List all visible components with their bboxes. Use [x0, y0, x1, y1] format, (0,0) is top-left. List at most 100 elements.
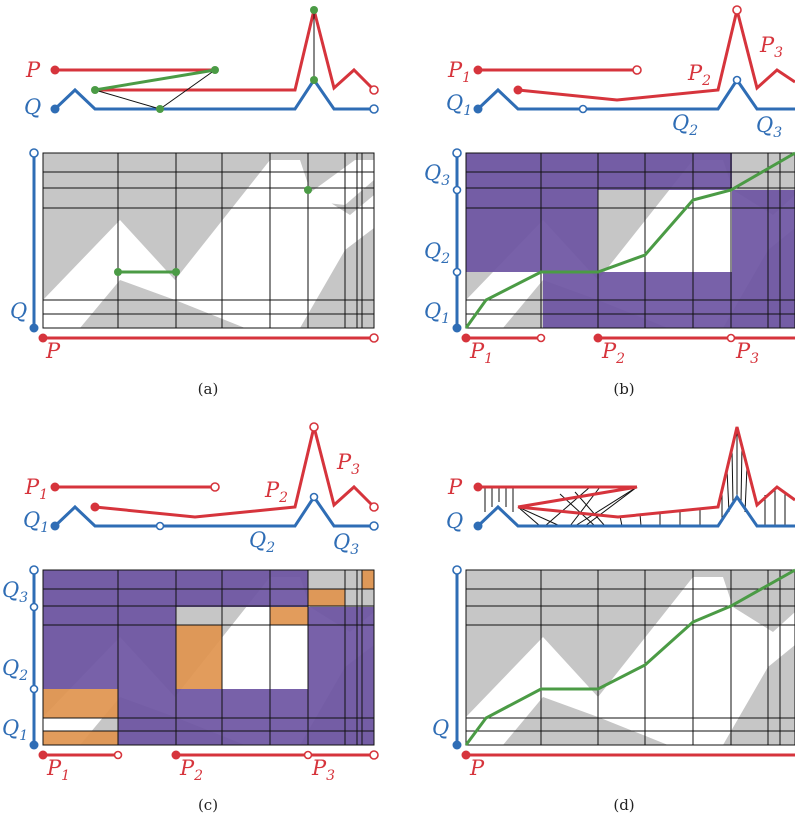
- curve-q-start-point: [473, 521, 483, 531]
- axis-q-start-point: [452, 740, 462, 750]
- curve-p-second-part: [95, 9, 376, 92]
- axis-p-start-point: [38, 333, 48, 343]
- caption-d: (d): [613, 796, 634, 814]
- curve-q-start-point: [50, 521, 60, 531]
- axis-label-p3: P3: [311, 756, 335, 784]
- blocked-region: [43, 607, 176, 689]
- axis-label-q1: Q1: [2, 716, 28, 744]
- blocked-region: [732, 190, 795, 272]
- curve-q: [476, 494, 795, 528]
- label-q2: Q2: [672, 111, 698, 139]
- axis-label-p2: P2: [179, 756, 203, 784]
- free-space-diagram-d: [464, 568, 795, 746]
- green-point: [310, 76, 318, 84]
- curves-c: P1 P2 P3 Q1 Q2 Q3: [23, 422, 379, 558]
- free-space-white-region: [43, 160, 374, 328]
- axis-q-end-point: [452, 565, 462, 575]
- caption-a: (a): [198, 380, 219, 398]
- curve-p3: [735, 9, 795, 91]
- curve-p2-start-point: [90, 502, 100, 512]
- curve-q-breakpoint: [155, 521, 165, 531]
- curve-p-label: P: [447, 475, 463, 499]
- axis-p-start-point: [461, 333, 471, 343]
- panel-c: P1 P2 P3 Q1 Q2 Q3: [2, 422, 379, 814]
- axis-p-breakpoint: [113, 750, 123, 760]
- curve-p-second-part: [517, 426, 795, 519]
- curve-q-breakpoint: [578, 104, 588, 114]
- curve-p1-end-point: [632, 65, 642, 75]
- curve-p-label: P: [25, 58, 41, 82]
- green-point: [156, 105, 164, 113]
- panel-b: P1 P2 P3 Q1 Q2 Q3: [424, 5, 795, 398]
- axis-p-breakpoint: [171, 750, 181, 760]
- curve-q-breakpoint: [309, 492, 319, 502]
- curves-b: P1 P2 P3 Q1 Q2 Q3: [446, 5, 795, 141]
- highlighted-cell: [308, 589, 345, 606]
- label-p3: P3: [759, 33, 783, 61]
- highlighted-cell: [43, 689, 118, 718]
- curve-p1-start-point: [50, 482, 60, 492]
- curve-p3-end-point: [369, 502, 379, 512]
- green-point: [310, 6, 318, 14]
- label-q3: Q3: [333, 530, 359, 558]
- highlighted-cell: [43, 731, 118, 745]
- axis-q-label: Q: [10, 299, 27, 323]
- curve-p3: [312, 426, 376, 509]
- highlighted-cells: [43, 570, 374, 745]
- curve-p1-end-point: [210, 482, 220, 492]
- curve-q: [53, 77, 374, 111]
- axis-p-breakpoint: [536, 333, 546, 343]
- axis-q-label: Q: [432, 716, 449, 740]
- highlighted-cell: [362, 570, 374, 589]
- axis-label-q1: Q1: [424, 299, 450, 327]
- panel-d: P Q: [432, 426, 795, 814]
- curve-q: [53, 494, 374, 528]
- curve-p-start-point: [473, 482, 483, 492]
- axis-label-q2: Q2: [2, 656, 28, 684]
- label-p3: P3: [336, 450, 360, 478]
- axis-label-p1: P1: [46, 756, 70, 784]
- curve-p2-start-point: [513, 85, 523, 95]
- grid-lines: [465, 152, 795, 329]
- axis-q-end-point: [452, 148, 462, 158]
- axis-q-start-point: [452, 323, 462, 333]
- curves-a: P Q: [24, 6, 379, 119]
- highlighted-cell: [176, 625, 222, 689]
- axis-p-start-point: [38, 750, 48, 760]
- caption-b: (b): [613, 380, 634, 398]
- label-q1: Q1: [23, 508, 49, 536]
- free-space-white-region: [300, 160, 374, 205]
- axis-q-breakpoint: [29, 602, 39, 612]
- axis-q-breakpoint: [452, 185, 462, 195]
- green-matching-path: [464, 568, 795, 746]
- matching-lines: [94, 10, 315, 110]
- axis-p-breakpoint: [303, 750, 313, 760]
- axes-b: Q1 Q2 Q3 P1 P2 P3: [424, 148, 795, 367]
- curves-d: P Q: [446, 426, 795, 533]
- grid-lines: [465, 569, 795, 746]
- axis-p-breakpoint: [593, 333, 603, 343]
- green-matching-path: [464, 151, 795, 329]
- grid-lines: [42, 152, 375, 329]
- curve-q-start-point: [473, 104, 483, 114]
- axis-q-end-point: [29, 148, 39, 158]
- axis-label-p3: P3: [735, 339, 759, 367]
- label-q2: Q2: [249, 528, 275, 556]
- curve-p-start-point: [50, 65, 60, 75]
- label-p2: P2: [687, 61, 711, 89]
- axis-q-breakpoint: [29, 684, 39, 694]
- curve-p-end-point: [369, 85, 379, 95]
- curve-q-end-point: [369, 104, 379, 114]
- curve-q-start-point: [50, 104, 60, 114]
- blocked-region: [118, 689, 374, 745]
- caption-c: (c): [198, 796, 218, 814]
- axis-q-start-point: [29, 740, 39, 750]
- free-space-white-region: [466, 577, 795, 745]
- axis-p-breakpoint: [726, 333, 736, 343]
- axis-p-end-point: [369, 750, 379, 760]
- green-point: [304, 186, 312, 194]
- axis-label-q2: Q2: [424, 239, 450, 267]
- label-p2: P2: [264, 478, 288, 506]
- axis-p-start-point: [461, 750, 471, 760]
